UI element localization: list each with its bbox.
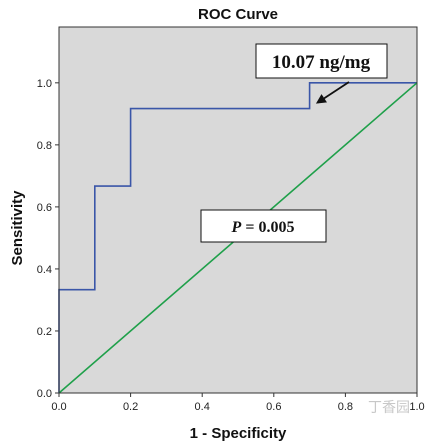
- x-tick-label: 0.0: [51, 401, 66, 413]
- y-tick-label: 1.0: [37, 78, 52, 90]
- cutoff-annotation-label: 10.07 ng/mg: [272, 52, 371, 73]
- y-tick-label: 0.0: [37, 388, 52, 400]
- p-value-label: P = 0.005: [231, 219, 295, 236]
- y-axis-title: Sensitivity: [9, 190, 26, 266]
- y-tick-label: 0.2: [37, 326, 52, 338]
- x-tick-label: 0.6: [266, 401, 281, 413]
- x-tick-label: 0.2: [123, 401, 138, 413]
- plot-frame: [58, 26, 418, 394]
- chart-title: ROC Curve: [198, 6, 278, 23]
- p-value-text: = 0.005: [241, 219, 294, 236]
- x-tick-label: 0.4: [195, 401, 210, 413]
- cutoff-arrow: [315, 81, 350, 104]
- axis-ticks: 0.0 0.2 0.4 0.6 0.8 1.0 0.0 0.2 0.4 0.6 0.8 1.0: [37, 78, 425, 413]
- cutoff-annotation-box: [255, 43, 388, 79]
- x-tick-label: 0.8: [338, 401, 353, 413]
- annotations: 10.07 ng/mg P = 0.005: [200, 43, 388, 243]
- y-tick-label: 0.8: [37, 140, 52, 152]
- watermark-logo: 丁香园: [368, 400, 410, 416]
- y-tick-label: 0.4: [37, 264, 52, 276]
- p-symbol: P: [231, 219, 242, 236]
- roc-curve-line: [58, 82, 417, 393]
- p-value-box: [200, 209, 327, 243]
- y-tick-label: 0.6: [37, 202, 52, 214]
- x-tick-label: 1.0: [409, 401, 424, 413]
- x-axis-title: 1 - Specificity: [190, 425, 287, 442]
